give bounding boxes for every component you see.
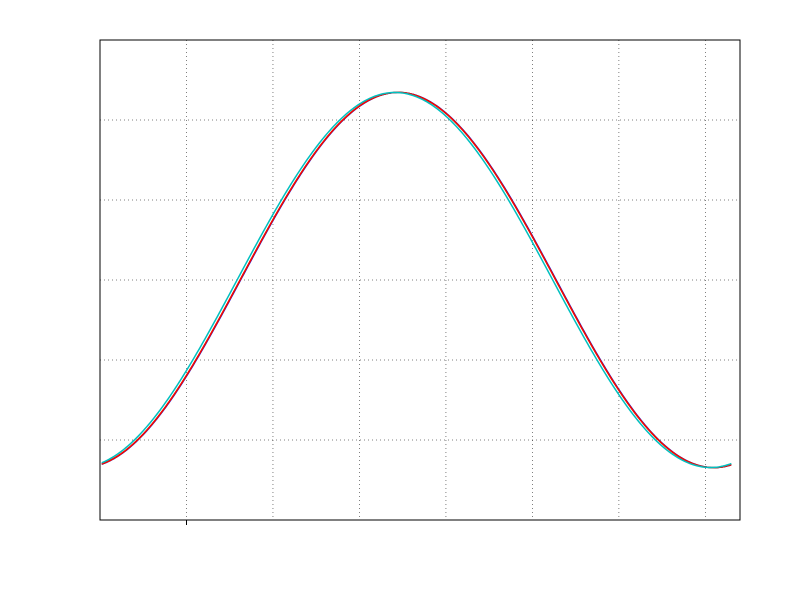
declination-chart	[0, 0, 800, 600]
